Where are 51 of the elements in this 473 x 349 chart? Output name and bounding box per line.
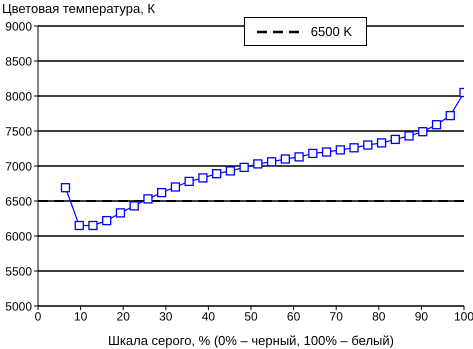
point <box>170 182 180 192</box>
point <box>88 220 98 230</box>
point <box>74 220 84 230</box>
point <box>130 201 139 211</box>
point <box>349 143 359 152</box>
x-tick-label: 50 <box>244 310 258 324</box>
point <box>376 138 386 148</box>
y-tick-label: 8000 <box>5 89 32 104</box>
x-tick-label: 30 <box>159 310 173 324</box>
y-axis-title: Цветовая температура, К <box>2 1 155 16</box>
point <box>116 208 126 218</box>
x-tick-label: 20 <box>116 310 130 324</box>
y-tick-label: 6000 <box>5 229 32 244</box>
point <box>266 157 276 166</box>
legend-label: 6500 K <box>310 24 352 39</box>
y-tick-label: 9000 <box>5 19 32 34</box>
x-tick-label: 90 <box>414 310 428 324</box>
x-tick-label: 80 <box>372 310 386 324</box>
point <box>390 134 400 144</box>
point <box>198 173 208 183</box>
point <box>322 147 332 157</box>
x-tick-label: 60 <box>286 310 301 324</box>
point <box>239 162 249 172</box>
point <box>157 188 166 198</box>
point <box>143 194 153 204</box>
y-tick-label: 5500 <box>5 264 32 278</box>
x-tick-label: 0 <box>34 310 42 324</box>
point <box>432 120 442 130</box>
point <box>446 110 455 120</box>
point <box>280 154 290 164</box>
point <box>308 148 318 158</box>
y-tick-label: 6500 <box>5 194 32 208</box>
x-tick-label: 10 <box>74 310 88 324</box>
point <box>418 127 428 136</box>
x-tick-label: 40 <box>202 310 216 324</box>
point <box>184 176 194 186</box>
point <box>60 183 70 192</box>
point <box>363 140 372 150</box>
x-axis-title: Шкала серого, % (0% – черный, 100% – белый) <box>108 333 394 348</box>
point <box>294 152 304 162</box>
y-tick-label: 7500 <box>5 124 32 138</box>
x-tick-label: 70 <box>330 310 344 324</box>
point <box>253 159 263 169</box>
y-tick-label: 8500 <box>5 54 32 68</box>
point <box>226 166 236 176</box>
y-tick-label: 7000 <box>5 159 32 174</box>
point <box>102 216 112 226</box>
point <box>404 131 414 141</box>
point <box>336 145 345 155</box>
point <box>212 169 222 178</box>
y-tick-label: 5000 <box>5 299 32 314</box>
